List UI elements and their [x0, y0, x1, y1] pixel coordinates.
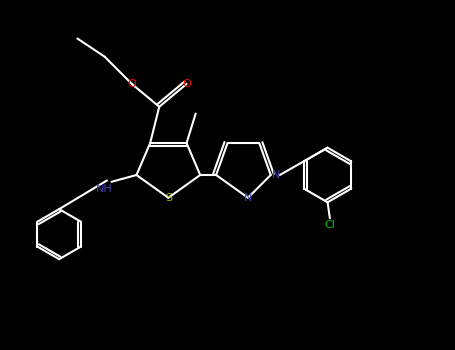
Text: N: N: [272, 170, 280, 180]
Text: O: O: [182, 79, 191, 89]
Text: N: N: [244, 193, 252, 203]
Text: Cl: Cl: [324, 220, 335, 230]
Text: S: S: [165, 193, 172, 203]
Text: NH: NH: [96, 184, 113, 194]
Text: O: O: [127, 79, 136, 89]
